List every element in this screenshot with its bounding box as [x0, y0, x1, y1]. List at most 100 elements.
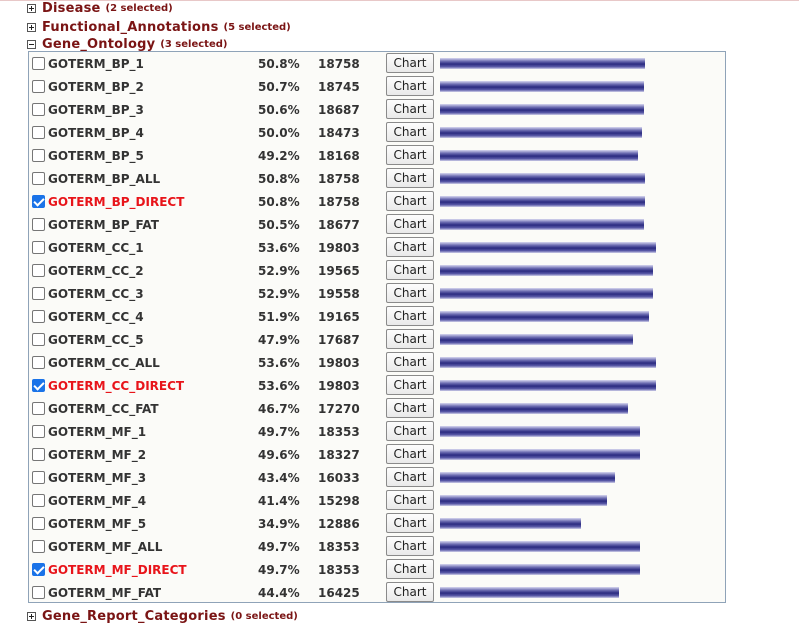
term-checkbox[interactable]: [32, 425, 45, 438]
term-checkbox[interactable]: [32, 195, 45, 208]
term-count: 15298: [318, 494, 360, 508]
term-checkbox[interactable]: [32, 379, 45, 392]
chart-button[interactable]: Chart: [386, 444, 434, 464]
term-checkbox[interactable]: [32, 471, 45, 484]
chart-button[interactable]: Chart: [386, 536, 434, 556]
chart-button[interactable]: Chart: [386, 145, 434, 165]
expand-plus-icon[interactable]: [27, 4, 36, 13]
term-count: 18353: [318, 540, 360, 554]
term-percent: 47.9%: [258, 333, 300, 347]
chart-button[interactable]: Chart: [386, 513, 434, 533]
term-name[interactable]: GOTERM_BP_FAT: [48, 218, 159, 232]
term-checkbox[interactable]: [32, 563, 45, 576]
chart-button[interactable]: Chart: [386, 260, 434, 280]
term-name[interactable]: GOTERM_CC_3: [48, 287, 144, 301]
chart-button[interactable]: Chart: [386, 329, 434, 349]
term-name[interactable]: GOTERM_MF_3: [48, 471, 147, 485]
term-name[interactable]: GOTERM_MF_DIRECT: [48, 563, 187, 577]
category-name[interactable]: Disease: [42, 1, 101, 16]
term-name[interactable]: GOTERM_MF_5: [48, 517, 147, 531]
term-checkbox[interactable]: [32, 540, 45, 553]
term-row: GOTERM_BP_FAT 50.5% 18677 Chart: [29, 213, 725, 236]
chart-button[interactable]: Chart: [386, 421, 434, 441]
expand-plus-icon[interactable]: [27, 23, 36, 32]
term-checkbox[interactable]: [32, 57, 45, 70]
term-percent: 41.4%: [258, 494, 300, 508]
term-name[interactable]: GOTERM_CC_ALL: [48, 356, 160, 370]
category-functional-annotations[interactable]: Functional_Annotations (5 selected): [27, 19, 291, 36]
expand-plus-icon[interactable]: [27, 612, 36, 621]
coverage-bar: [440, 311, 649, 322]
term-name[interactable]: GOTERM_CC_5: [48, 333, 144, 347]
term-name[interactable]: GOTERM_CC_4: [48, 310, 144, 324]
term-name[interactable]: GOTERM_MF_ALL: [48, 540, 163, 554]
term-name[interactable]: GOTERM_MF_1: [48, 425, 147, 439]
term-name[interactable]: GOTERM_CC_2: [48, 264, 144, 278]
term-checkbox[interactable]: [32, 264, 45, 277]
term-checkbox[interactable]: [32, 310, 45, 323]
chart-button[interactable]: Chart: [386, 306, 434, 326]
chart-button[interactable]: Chart: [386, 352, 434, 372]
chart-button[interactable]: Chart: [386, 467, 434, 487]
category-gene-ontology[interactable]: Gene_Ontology (3 selected): [27, 36, 227, 53]
term-checkbox[interactable]: [32, 586, 45, 599]
term-name[interactable]: GOTERM_BP_4: [48, 126, 144, 140]
term-percent: 50.7%: [258, 80, 300, 94]
term-count: 19803: [318, 356, 360, 370]
term-name[interactable]: GOTERM_BP_1: [48, 57, 144, 71]
term-name[interactable]: GOTERM_MF_2: [48, 448, 147, 462]
term-name[interactable]: GOTERM_BP_3: [48, 103, 144, 117]
term-percent: 49.6%: [258, 448, 300, 462]
term-checkbox[interactable]: [32, 103, 45, 116]
term-checkbox[interactable]: [32, 126, 45, 139]
term-checkbox[interactable]: [32, 494, 45, 507]
term-checkbox[interactable]: [32, 149, 45, 162]
chart-button[interactable]: Chart: [386, 168, 434, 188]
term-name[interactable]: GOTERM_BP_2: [48, 80, 144, 94]
term-name[interactable]: GOTERM_CC_DIRECT: [48, 379, 185, 393]
category-gene-report-categories[interactable]: Gene_Report_Categories (0 selected): [27, 608, 298, 625]
term-name[interactable]: GOTERM_MF_FAT: [48, 586, 162, 600]
chart-button[interactable]: Chart: [386, 375, 434, 395]
term-checkbox[interactable]: [32, 218, 45, 231]
term-row: GOTERM_MF_DIRECT 49.7% 18353 Chart: [29, 558, 725, 581]
term-checkbox[interactable]: [32, 402, 45, 415]
chart-button[interactable]: Chart: [386, 559, 434, 579]
category-name[interactable]: Gene_Report_Categories: [42, 609, 226, 624]
term-checkbox[interactable]: [32, 80, 45, 93]
term-name[interactable]: GOTERM_CC_FAT: [48, 402, 159, 416]
term-count: 17687: [318, 333, 360, 347]
term-name[interactable]: GOTERM_BP_DIRECT: [48, 195, 185, 209]
chart-button[interactable]: Chart: [386, 122, 434, 142]
term-name[interactable]: GOTERM_BP_5: [48, 149, 144, 163]
term-name[interactable]: GOTERM_BP_ALL: [48, 172, 161, 186]
chart-button[interactable]: Chart: [386, 76, 434, 96]
term-count: 18745: [318, 80, 360, 94]
term-checkbox[interactable]: [32, 172, 45, 185]
coverage-bar: [440, 334, 633, 345]
term-name[interactable]: GOTERM_CC_1: [48, 241, 144, 255]
chart-button[interactable]: Chart: [386, 191, 434, 211]
term-row: GOTERM_MF_2 49.6% 18327 Chart: [29, 443, 725, 466]
category-disease[interactable]: Disease (2 selected): [27, 0, 173, 17]
chart-button[interactable]: Chart: [386, 582, 434, 602]
chart-button[interactable]: Chart: [386, 490, 434, 510]
chart-button[interactable]: Chart: [386, 398, 434, 418]
term-checkbox[interactable]: [32, 448, 45, 461]
term-checkbox[interactable]: [32, 333, 45, 346]
coverage-bar: [440, 104, 644, 115]
collapse-minus-icon[interactable]: [27, 40, 36, 49]
chart-button[interactable]: Chart: [386, 283, 434, 303]
term-name[interactable]: GOTERM_MF_4: [48, 494, 147, 508]
chart-button[interactable]: Chart: [386, 99, 434, 119]
term-checkbox[interactable]: [32, 287, 45, 300]
chart-button[interactable]: Chart: [386, 237, 434, 257]
category-name[interactable]: Functional_Annotations: [42, 20, 219, 35]
term-checkbox[interactable]: [32, 517, 45, 530]
term-checkbox[interactable]: [32, 241, 45, 254]
chart-button[interactable]: Chart: [386, 214, 434, 234]
term-checkbox[interactable]: [32, 356, 45, 369]
category-name[interactable]: Gene_Ontology: [42, 37, 156, 52]
term-row: GOTERM_MF_4 41.4% 15298 Chart: [29, 489, 725, 512]
chart-button[interactable]: Chart: [386, 53, 434, 73]
